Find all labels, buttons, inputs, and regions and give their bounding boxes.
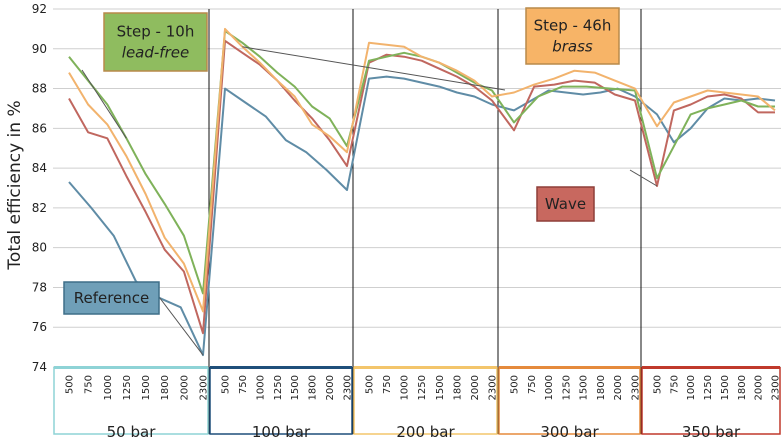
x-tick-label: 1250 xyxy=(703,375,714,400)
x-tick-label: 750 xyxy=(382,375,393,394)
group-label: 100 bar xyxy=(252,423,311,441)
x-tick-label: 1000 xyxy=(103,375,114,400)
series-line-step-10h xyxy=(68,29,775,295)
x-tick-label: 2300 xyxy=(343,375,354,400)
annotation-box-step-46h xyxy=(525,7,620,65)
annotation-label: lead-free xyxy=(122,44,189,62)
annotation-leader xyxy=(81,69,127,139)
x-tick-label: 1500 xyxy=(720,375,731,400)
y-tick-label: 90 xyxy=(32,42,47,56)
group-label: 200 bar xyxy=(396,423,455,441)
group-box xyxy=(53,367,209,435)
x-tick-label: 1250 xyxy=(417,375,428,400)
series-line-wave xyxy=(68,39,775,335)
x-tick-label: 500 xyxy=(510,375,521,394)
x-tick-label: 500 xyxy=(653,375,664,394)
x-tick-label: 2300 xyxy=(631,375,642,400)
group-dividers xyxy=(208,9,642,434)
annotation-box-step-10h xyxy=(103,12,208,72)
series-line-reference xyxy=(68,75,776,357)
x-tick-label: 2300 xyxy=(488,375,499,400)
y-tick-label: 86 xyxy=(32,121,47,135)
x-tick-label: 1800 xyxy=(308,375,319,400)
y-tick-label: 80 xyxy=(32,241,47,255)
group-box xyxy=(353,367,498,435)
series-lines xyxy=(68,27,776,357)
x-tick-label: 1000 xyxy=(686,375,697,400)
annotation-label: Step - 10h xyxy=(117,23,195,41)
y-tick-label: 88 xyxy=(32,82,47,96)
x-tick-label: 1250 xyxy=(273,375,284,400)
group-label: 50 bar xyxy=(107,423,157,441)
annotation-label: Reference xyxy=(74,289,150,307)
x-tick-label: 1500 xyxy=(579,375,590,400)
y-tick-label: 74 xyxy=(32,360,47,374)
x-tick-label: 500 xyxy=(221,375,232,394)
y-tick-label: 78 xyxy=(32,280,47,294)
x-tick-label: 2000 xyxy=(325,375,336,400)
x-tick-label: 750 xyxy=(84,375,95,394)
x-tick-label: 1800 xyxy=(452,375,463,400)
annotation-label: brass xyxy=(552,38,593,56)
annotations: Step - 10h lead-free Step - 46h brass Wave Re… xyxy=(63,7,658,356)
y-tick-label: 76 xyxy=(32,320,47,334)
x-tick-label: 2000 xyxy=(613,375,624,400)
group-label: 350 bar xyxy=(682,423,741,441)
x-tick-label: 2300 xyxy=(199,375,210,400)
group-box xyxy=(498,367,641,435)
annotation-label: Wave xyxy=(545,195,586,213)
y-axis-label: Total efficiency in % xyxy=(5,100,25,270)
x-tick-label: 750 xyxy=(527,375,538,394)
x-tick-label: 750 xyxy=(669,375,680,394)
x-tick-label: 500 xyxy=(65,375,76,394)
x-tick-label: 1250 xyxy=(561,375,572,400)
y-tick-label: 92 xyxy=(32,2,47,16)
x-tick-label: 1800 xyxy=(737,375,748,400)
x-tick-label: 2000 xyxy=(470,375,481,400)
x-tick-label: 1500 xyxy=(290,375,301,400)
series-line-step-46h xyxy=(68,27,776,313)
annotation-leader xyxy=(629,169,658,187)
grid-lines xyxy=(53,8,781,368)
annotation-leader xyxy=(242,46,506,91)
x-tick-label: 1500 xyxy=(141,375,152,400)
x-tick-label: 1000 xyxy=(255,375,266,400)
x-tick-label: 2000 xyxy=(754,375,765,400)
x-tick-label: 2300 xyxy=(771,375,782,400)
x-tick-label: 1500 xyxy=(435,375,446,400)
annotation-box-wave xyxy=(536,186,595,222)
x-tick-label: 1000 xyxy=(544,375,555,400)
annotation-box-reference xyxy=(63,281,160,315)
group-box xyxy=(641,367,781,435)
x-tick-label: 1000 xyxy=(400,375,411,400)
x-tick-label: 1800 xyxy=(596,375,607,400)
group-label: 300 bar xyxy=(540,423,599,441)
y-tick-labels: 74 76 78 80 82 84 86 88 90 92 xyxy=(32,2,47,374)
x-tick-label: 2000 xyxy=(179,375,190,400)
y-tick-label: 82 xyxy=(32,201,47,215)
group-box xyxy=(209,367,353,435)
x-tick-label: 500 xyxy=(365,375,376,394)
x-tick-label: 1800 xyxy=(160,375,171,400)
y-tick-label: 84 xyxy=(32,161,47,175)
annotation-label: Step - 46h xyxy=(534,17,612,35)
x-axis-panel: 500 750 1000 1250 1500 1800 2000 2300 50 bar 500 7… xyxy=(53,366,782,441)
x-tick-label: 1250 xyxy=(122,375,133,400)
x-tick-label: 750 xyxy=(238,375,249,394)
